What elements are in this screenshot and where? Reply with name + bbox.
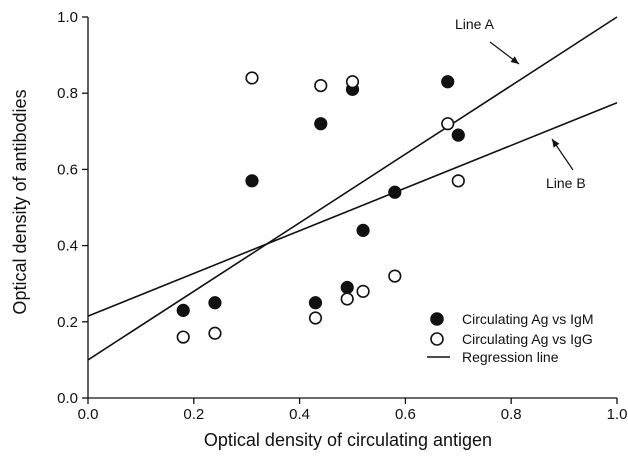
point-igm: [245, 174, 259, 188]
point-igm: [340, 280, 354, 295]
point-igm: [451, 128, 465, 142]
x-tick-label: 0.6: [395, 406, 416, 423]
regression-line-a: [87, 16, 618, 361]
point-igg: [176, 330, 190, 344]
line-a-arrow-head: [510, 56, 519, 64]
point-igm: [356, 223, 370, 237]
point-igg: [340, 292, 354, 306]
y-tick-label: 0.8: [57, 85, 78, 102]
x-ticks: 0.0 0.2 0.4 0.6 0.8 1.0: [78, 398, 628, 423]
line-annotations: Line A Line B: [455, 16, 586, 191]
legend: Circulating Ag vs IgM Circulating Ag vs …: [427, 311, 594, 365]
line-b-arrow-head: [552, 139, 560, 148]
y-tick-label: 0.4: [57, 238, 78, 255]
point-igg: [345, 75, 360, 89]
x-axis-label: Optical density of circulating antigen: [204, 430, 492, 450]
line-b-label: Line B: [546, 175, 586, 191]
point-igm: [314, 117, 328, 131]
point-igm: [388, 185, 402, 199]
legend-marker-igg: [430, 332, 444, 346]
y-axis-label: Optical density of antibodies: [10, 89, 30, 314]
x-tick-label: 0.2: [183, 406, 204, 423]
point-igg: [388, 269, 402, 283]
y-tick-label: 1.0: [57, 9, 78, 26]
legend-label-igg: Circulating Ag vs IgG: [462, 331, 593, 347]
plot-area: 0.0 0.2 0.4 0.6 0.8 1.0 0.0 0.2 0.4 0.6 0.8 1.0 Li…: [57, 9, 627, 423]
point-igg: [356, 284, 370, 298]
regression-lines: [87, 16, 618, 361]
point-igm: [208, 296, 222, 310]
point-igg: [308, 311, 323, 325]
point-igm: [308, 296, 323, 310]
data-points: [176, 71, 465, 344]
legend-marker-igm: [430, 312, 444, 326]
y-tick-label: 0.2: [57, 314, 78, 331]
point-igg: [451, 174, 465, 188]
y-tick-label: 0.0: [57, 390, 78, 407]
x-tick-label: 0.8: [501, 406, 522, 423]
regression-line-b: [87, 101, 618, 317]
point-igg: [208, 326, 222, 340]
point-igg: [245, 71, 259, 85]
x-tick-label: 1.0: [607, 406, 628, 423]
x-tick-label: 0.0: [78, 406, 99, 423]
y-tick-label: 0.6: [57, 161, 78, 178]
y-ticks: 0.0 0.2 0.4 0.6 0.8 1.0: [57, 9, 88, 407]
legend-label-igm: Circulating Ag vs IgM: [462, 311, 594, 327]
point-igg: [314, 78, 328, 93]
line-a-label: Line A: [455, 16, 495, 32]
point-igm: [441, 75, 455, 89]
point-igg: [441, 117, 455, 131]
x-tick-label: 0.4: [289, 406, 310, 423]
point-igm: [176, 303, 190, 317]
legend-label-regression-line: Regression line: [462, 349, 559, 365]
